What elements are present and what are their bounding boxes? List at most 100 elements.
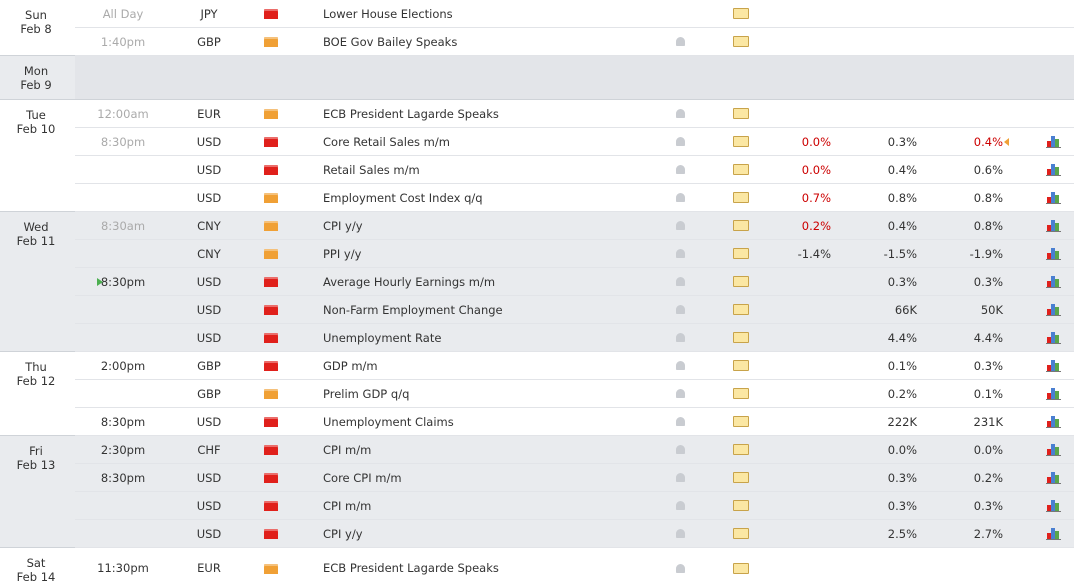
chart-icon[interactable]: [1046, 527, 1061, 540]
chart-icon[interactable]: [1046, 275, 1061, 288]
detail-folder[interactable]: [733, 472, 749, 483]
alert-bell[interactable]: [676, 165, 685, 174]
event-title[interactable]: Average Hourly Earnings m/m: [323, 275, 496, 289]
currency: USD: [196, 331, 222, 345]
alert-bell[interactable]: [676, 417, 685, 426]
chart-icon[interactable]: [1046, 163, 1061, 176]
alert-bell[interactable]: [676, 305, 685, 314]
detail-folder[interactable]: [733, 444, 749, 455]
detail-folder[interactable]: [733, 528, 749, 539]
event-title[interactable]: Prelim GDP q/q: [323, 387, 410, 401]
event-row[interactable]: USD Retail Sales m/m 0.0% 0.4% 0.6%: [75, 156, 1074, 184]
alert-bell[interactable]: [676, 501, 685, 510]
event-row[interactable]: 8:30pm USD Average Hourly Earnings m/m 0.3%…: [75, 268, 1074, 296]
previous: 0.8%: [973, 219, 1003, 233]
detail-folder[interactable]: [733, 220, 749, 231]
event-row[interactable]: 2:30pm CHF CPI m/m 0.0% 0.0%: [75, 436, 1074, 464]
alert-bell[interactable]: [676, 37, 685, 46]
detail-folder[interactable]: [733, 500, 749, 511]
detail-folder[interactable]: [733, 8, 749, 19]
event-row[interactable]: USD Non-Farm Employment Change 66K 50K: [75, 296, 1074, 324]
alert-bell[interactable]: [676, 563, 685, 573]
currency: CNY: [197, 247, 221, 261]
event-title[interactable]: Lower House Elections: [323, 7, 453, 21]
event-row[interactable]: All Day JPY Lower House Elections: [75, 0, 1074, 28]
detail-folder[interactable]: [733, 108, 749, 119]
event-title[interactable]: ECB President Lagarde Speaks: [323, 107, 499, 121]
alert-bell[interactable]: [676, 361, 685, 370]
chart-icon-base: [1046, 287, 1061, 288]
detail-folder[interactable]: [733, 36, 749, 47]
detail-folder[interactable]: [733, 248, 749, 259]
event-row[interactable]: 8:30pm USD Core CPI m/m 0.3% 0.2%: [75, 464, 1074, 492]
chart-icon-bar: [1051, 276, 1055, 287]
detail-folder[interactable]: [733, 276, 749, 287]
chart-icon[interactable]: [1046, 415, 1061, 428]
event-row[interactable]: 12:00am EUR ECB President Lagarde Speaks: [75, 100, 1074, 128]
event-row[interactable]: 1:40pm GBP BOE Gov Bailey Speaks: [75, 28, 1074, 56]
alert-bell[interactable]: [676, 389, 685, 398]
chart-icon[interactable]: [1046, 135, 1061, 148]
chart-icon[interactable]: [1046, 219, 1061, 232]
alert-bell[interactable]: [676, 221, 685, 230]
alert-bell[interactable]: [676, 445, 685, 454]
event-title[interactable]: CPI y/y: [323, 219, 363, 233]
chart-icon[interactable]: [1046, 499, 1061, 512]
chart-icon[interactable]: [1046, 331, 1061, 344]
detail-folder[interactable]: [733, 164, 749, 175]
event-row[interactable]: 8:30pm USD Unemployment Claims 222K 231K: [75, 408, 1074, 436]
event-title[interactable]: Core CPI m/m: [323, 471, 402, 485]
chart-icon[interactable]: [1046, 443, 1061, 456]
event-title[interactable]: Unemployment Rate: [323, 331, 442, 345]
event-title[interactable]: CPI m/m: [323, 443, 372, 457]
chart-icon-bar: [1055, 251, 1059, 259]
detail-folder[interactable]: [733, 192, 749, 203]
previous: 0.6%: [973, 163, 1003, 177]
event-title[interactable]: ECB President Lagarde Speaks: [323, 561, 499, 575]
detail-folder[interactable]: [733, 388, 749, 399]
detail-folder[interactable]: [733, 136, 749, 147]
detail-folder[interactable]: [733, 304, 749, 315]
event-title[interactable]: PPI y/y: [323, 247, 362, 261]
event-row[interactable]: GBP Prelim GDP q/q 0.2% 0.1%: [75, 380, 1074, 408]
alert-bell[interactable]: [676, 193, 685, 202]
event-title[interactable]: Core Retail Sales m/m: [323, 135, 450, 149]
alert-bell[interactable]: [676, 473, 685, 482]
currency: JPY: [200, 7, 218, 21]
event-title[interactable]: Retail Sales m/m: [323, 163, 420, 177]
chart-icon[interactable]: [1046, 359, 1061, 372]
chart-icon[interactable]: [1046, 471, 1061, 484]
event-row[interactable]: CNY PPI y/y -1.4% -1.5% -1.9%: [75, 240, 1074, 268]
detail-folder[interactable]: [733, 562, 749, 574]
event-row[interactable]: USD CPI m/m 0.3% 0.3%: [75, 492, 1074, 520]
alert-bell[interactable]: [676, 249, 685, 258]
chart-icon[interactable]: [1046, 247, 1061, 260]
detail-folder[interactable]: [733, 332, 749, 343]
event-row[interactable]: USD Unemployment Rate 4.4% 4.4%: [75, 324, 1074, 352]
event-row[interactable]: 8:30am CNY CPI y/y 0.2% 0.4% 0.8%: [75, 212, 1074, 240]
event-title[interactable]: Employment Cost Index q/q: [323, 191, 483, 205]
event-title[interactable]: BOE Gov Bailey Speaks: [323, 35, 458, 49]
detail-folder[interactable]: [733, 416, 749, 427]
event-row[interactable]: 11:30pm EUR ECB President Lagarde Speaks: [75, 548, 1074, 588]
alert-bell[interactable]: [676, 109, 685, 118]
alert-bell[interactable]: [676, 137, 685, 146]
detail-folder[interactable]: [733, 360, 749, 371]
impact-icon: [264, 445, 278, 455]
alert-bell[interactable]: [676, 333, 685, 342]
event-row[interactable]: 8:30pm USD Core Retail Sales m/m 0.0% 0.3% 0.…: [75, 128, 1074, 156]
alert-bell[interactable]: [676, 277, 685, 286]
chart-icon[interactable]: [1046, 387, 1061, 400]
event-row[interactable]: USD CPI y/y 2.5% 2.7%: [75, 520, 1074, 548]
event-title[interactable]: CPI m/m: [323, 499, 372, 513]
event-title[interactable]: GDP m/m: [323, 359, 378, 373]
event-row[interactable]: USD Employment Cost Index q/q 0.7% 0.8% 0.8%: [75, 184, 1074, 212]
event-row[interactable]: 2:00pm GBP GDP m/m 0.1% 0.3%: [75, 352, 1074, 380]
alert-bell[interactable]: [676, 529, 685, 538]
event-title[interactable]: Non-Farm Employment Change: [323, 303, 503, 317]
event-title[interactable]: CPI y/y: [323, 527, 363, 541]
chart-icon[interactable]: [1046, 191, 1061, 204]
event-title[interactable]: Unemployment Claims: [323, 415, 454, 429]
chart-icon-bar: [1051, 164, 1055, 175]
chart-icon[interactable]: [1046, 303, 1061, 316]
